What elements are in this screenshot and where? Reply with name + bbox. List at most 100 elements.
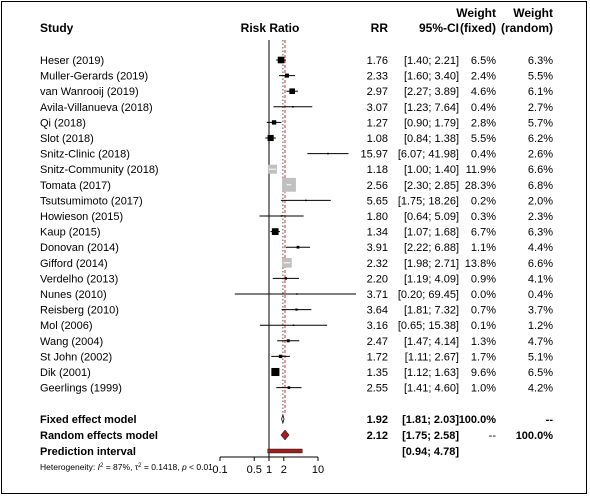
study-name: Gifford (2014) [40,258,108,270]
study-weight-fixed: 2.4% [471,71,496,83]
study-rr: 3.71 [367,289,388,301]
fixed-rr: 1.92 [367,414,388,426]
study-weight-fixed: 13.8% [465,258,496,270]
study-weight-square [267,134,274,142]
heterogeneity-text: Heterogeneity: I2 = 87%, τ2 = 0.1418, p … [40,462,213,472]
study-ci: [2.30; 2.85] [404,180,459,192]
study-weight-random: 4.7% [528,336,553,348]
study-name: Dik (2001) [40,367,91,379]
study-ci: [1.47; 4.14] [404,336,459,348]
study-ci: [0.65; 15.38] [398,320,459,332]
study-weight-square [327,152,329,155]
study-weight-fixed: 6.5% [471,55,496,67]
study-rr: 2.33 [367,71,388,83]
x-axis-tick-label: 1 [266,464,272,476]
fixed-weight-random: -- [546,414,554,426]
study-ci: [2.27; 3.89] [404,86,459,98]
study-rr: 15.97 [360,149,388,161]
study-weight-random: 2.6% [528,149,553,161]
study-ci: [1.60; 3.40] [404,71,459,83]
study-ci: [1.19; 4.09] [404,273,459,285]
study-ci: [6.07; 41.98] [398,149,459,161]
study-weight-square [271,228,279,235]
random-effects-label: Random effects model [40,430,158,442]
x-axis-tick-label: 2 [281,464,287,476]
header-weight-random-bottom: (random) [501,21,553,35]
study-weight-square [296,245,300,249]
study-weight-square [286,339,290,343]
study-weight-fixed: 1.1% [471,242,496,254]
random-ci: [1.75; 2.58] [402,430,459,442]
study-weight-square [271,367,280,377]
study-weight-random: 2.7% [528,102,553,114]
study-rr: 3.07 [367,102,388,114]
fixed-effect-diamond [281,413,285,425]
study-weight-fixed: 5.5% [471,133,496,145]
study-rr: 2.55 [367,383,388,395]
header-ci: 95%-CI [419,21,459,35]
study-weight-square [305,199,307,202]
study-name: van Wanrooij (2019) [40,86,139,98]
fixed-effect-label: Fixed effect model [40,414,137,426]
study-weight-random: 6.3% [528,55,553,67]
study-name: Heser (2019) [40,55,104,67]
study-ci: [2.22; 6.88] [404,242,459,254]
header-risk-ratio: Risk Ratio [241,21,300,35]
study-name: Qi (2018) [40,117,86,129]
study-ci: [1.98; 2.71] [404,258,459,270]
study-weight-random: 6.8% [528,180,553,192]
study-weight-square [289,88,295,94]
study-rr: 2.20 [367,273,388,285]
study-rr: 1.35 [367,367,388,379]
study-rr: 2.56 [367,180,388,192]
study-weight-fixed: 1.0% [471,383,496,395]
study-weight-fixed: 1.3% [471,336,496,348]
study-name: Verdelho (2013) [40,273,118,285]
study-weight-square [278,354,283,359]
study-rr: 1.80 [367,211,388,223]
study-weight-fixed: 0.0% [471,289,496,301]
study-weight-random: 6.6% [528,258,553,270]
study-name: Tsutsumimoto (2017) [40,195,143,207]
study-rr: 1.34 [367,227,388,239]
study-name: Mol (2006) [40,320,93,332]
prediction-interval-bar [267,448,303,454]
study-weight-fixed: 1.7% [471,351,496,363]
study-name: Wang (2004) [40,336,103,348]
study-weight-fixed: 0.2% [471,195,496,207]
study-name: Snitz-Clinic (2018) [40,149,130,161]
study-weight-square [292,105,294,108]
study-weight-random: 6.3% [528,227,553,239]
study-ci: [1.41; 4.60] [404,383,459,395]
study-weight-random: 4.4% [528,242,553,254]
plot-layer: Heser (2019) 1.76 [1.40; 2.21] 6.5% 6.3% Mull… [40,40,553,476]
study-weight-random: 6.5% [528,367,553,379]
study-weight-random: 3.7% [528,305,553,317]
study-rr: 2.32 [367,258,388,270]
study-ci: [0.20; 69.45] [398,289,459,301]
prediction-interval-label: Prediction interval [40,446,136,458]
study-weight-square [296,293,298,295]
header-weight-fixed-top: Weight [456,6,496,20]
study-weight-fixed: 0.9% [471,273,496,285]
study-ci: [1.12; 1.63] [404,367,459,379]
study-rr: 3.91 [367,242,388,254]
study-weight-fixed: 28.3% [465,180,496,192]
study-weight-fixed: 0.4% [471,149,496,161]
study-weight-fixed: 9.6% [471,367,496,379]
study-name: Muller-Gerards (2019) [40,71,148,83]
study-weight-random: 6.6% [528,164,553,176]
study-weight-square [271,120,277,125]
study-name: Avila-Villanueva (2018) [40,102,153,114]
study-weight-fixed: 0.7% [471,305,496,317]
study-ci: [1.40; 2.21] [404,55,459,67]
study-name: Kaup (2015) [40,227,101,239]
study-weight-square [280,215,283,217]
study-name: Howieson (2015) [40,211,123,223]
study-weight-random: 2.3% [528,211,553,223]
study-weight-fixed: 0.3% [471,211,496,223]
study-rr: 1.72 [367,351,388,363]
study-ci: [0.64; 5.09] [404,211,459,223]
